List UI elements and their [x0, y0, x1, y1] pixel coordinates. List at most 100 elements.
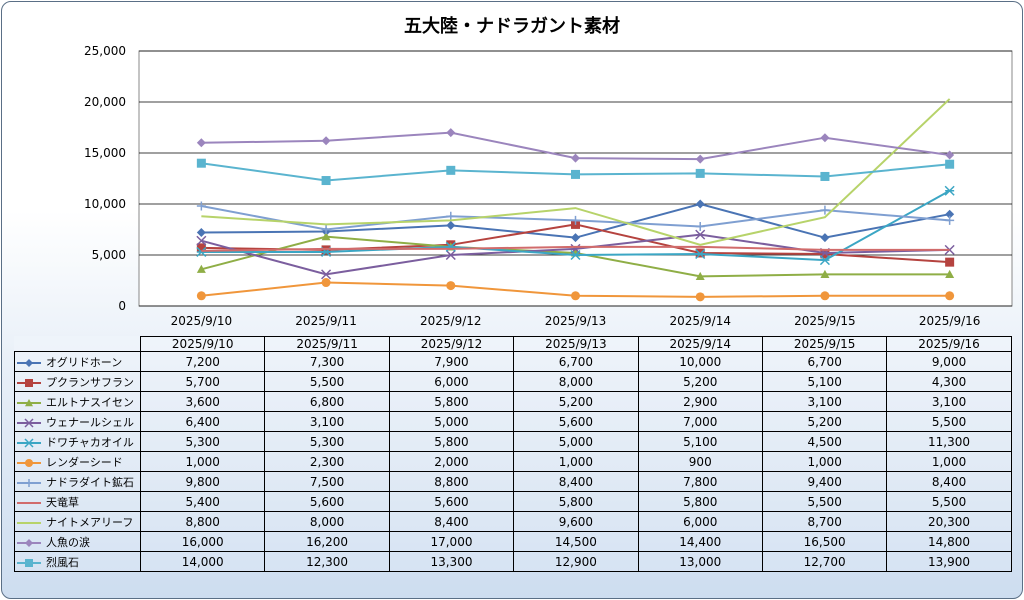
table-row: ウェナールシェル 6,400 3,100 5,000 5,600 7,000 5,200 5,… [14, 411, 1012, 432]
data-point [446, 281, 456, 291]
data-point [820, 133, 830, 143]
table-header-row: 2025/9/10 2025/9/11 2025/9/12 2025/9/13 2025… [15, 336, 1012, 352]
y-tick-label: 15,000 [84, 146, 126, 160]
table-column-header: 2025/9/12 [388, 336, 515, 352]
table-cell: 4,300 [886, 371, 1012, 392]
table-cell: 5,100 [637, 431, 763, 452]
data-point [695, 248, 706, 260]
data-point [695, 221, 705, 231]
y-tick-label: 0 [118, 299, 126, 313]
table-cell: 7,800 [637, 471, 763, 492]
table-column-header: 2025/9/11 [264, 336, 390, 352]
table-cell: 8,800 [388, 471, 515, 492]
table-cell: 9,400 [761, 471, 888, 492]
data-point [196, 291, 206, 301]
table-cell: 5,200 [513, 391, 639, 412]
data-point [321, 136, 331, 146]
table-cell: 13,900 [886, 551, 1012, 572]
data-point [820, 233, 830, 243]
data-point [196, 246, 207, 257]
table-cell: 8,400 [388, 511, 515, 532]
data-point [446, 165, 456, 175]
table-row: プクランサフラン 5,700 5,500 6,000 8,000 5,200 5,100 4,… [14, 371, 1012, 392]
table-cell: 5,000 [513, 431, 639, 452]
data-point [25, 398, 33, 406]
legend-entry: レンダーシード [14, 451, 141, 472]
data-point [695, 154, 705, 164]
table-row: レンダーシード 1,000 2,300 2,000 1,000 900 1,000 1,000 [14, 451, 1012, 472]
legend-key [17, 521, 41, 524]
legend-entry: 烈風石 [14, 551, 141, 572]
data-point [695, 292, 705, 302]
legend-entry: プクランサフラン [14, 371, 141, 392]
legend-entry: オグリドホーン [14, 351, 141, 372]
table-cell: 5,400 [139, 491, 266, 512]
series-name: オグリドホーン [46, 355, 123, 369]
table-cell: 5,700 [139, 371, 266, 392]
series-name: ナドラダイト鉱石 [46, 475, 134, 489]
data-point [820, 269, 830, 278]
table-cell: 5,800 [388, 431, 515, 452]
series-name: プクランサフラン [46, 375, 134, 389]
table-column-header: 2025/9/13 [513, 336, 639, 352]
table-cell: 14,000 [139, 551, 266, 572]
table-cell: 9,800 [139, 471, 266, 492]
table-cell: 16,200 [264, 531, 390, 552]
legend-key [17, 478, 41, 487]
table-row: 人魚の涙 16,000 16,200 17,000 14,500 14,400 16,500… [14, 531, 1012, 552]
table-cell: 7,300 [264, 351, 390, 372]
data-point [945, 269, 955, 278]
data-point [196, 158, 206, 168]
legend-key [17, 378, 41, 387]
x-tick-label: 2025/9/14 [669, 314, 731, 328]
table-cell: 5,300 [139, 431, 266, 452]
data-point [820, 205, 830, 215]
data-point [570, 249, 581, 261]
series-name: レンダーシード [46, 455, 123, 469]
legend-entry: 天竜草 [14, 491, 141, 512]
data-point [25, 558, 33, 567]
legend-key [17, 558, 41, 567]
table-row: エルトナスイセン 3,600 6,800 5,800 5,200 2,900 3,100 3,… [14, 391, 1012, 412]
table-cell: 1,000 [139, 451, 266, 472]
x-tick-label: 2025/9/12 [420, 314, 482, 328]
x-tick-label: 2025/9/15 [794, 314, 856, 328]
table-cell: 8,800 [139, 511, 266, 532]
table-cell: 5,600 [388, 491, 515, 512]
table-cell: 6,700 [761, 351, 888, 372]
table-cell: 6,000 [637, 511, 763, 532]
table-cell: 8,400 [886, 471, 1012, 492]
data-point [944, 185, 955, 196]
data-point [196, 228, 206, 238]
data-point [321, 269, 332, 280]
table-cell: 8,700 [761, 511, 888, 532]
data-point [446, 128, 456, 138]
table-cell: 14,400 [637, 531, 763, 552]
series-name: 烈風石 [46, 555, 79, 569]
table-cell: 7,000 [637, 411, 763, 432]
table-cell: 8,000 [513, 371, 639, 392]
table-cell: 1,000 [761, 451, 888, 472]
data-point [945, 257, 955, 267]
data-point [571, 215, 580, 225]
table-cell: 3,100 [761, 391, 888, 412]
data-point [24, 417, 34, 428]
table-column-header: 2025/9/15 [761, 336, 888, 352]
table-cell: 5,800 [637, 491, 763, 512]
data-point [196, 201, 206, 211]
table-cell: 3,100 [886, 391, 1012, 412]
data-point [321, 232, 331, 241]
table-cell: 5,800 [388, 391, 515, 412]
table-cell: 4,500 [761, 431, 888, 452]
x-tick-label: 2025/9/11 [295, 314, 357, 328]
data-point [945, 150, 955, 160]
table-cell: 2,900 [637, 391, 763, 412]
table-cell: 8,400 [513, 471, 639, 492]
table-cell: 14,800 [886, 531, 1012, 552]
table-cell: 9,600 [513, 511, 639, 532]
plot-area: 0 5,000 10,000 15,000 20,000 25,000 2025/9/10 2… [84, 44, 1013, 328]
data-point [25, 478, 33, 487]
data-point [695, 168, 705, 178]
table-cell: 1,000 [513, 451, 639, 472]
table-cell: 2,000 [388, 451, 515, 472]
